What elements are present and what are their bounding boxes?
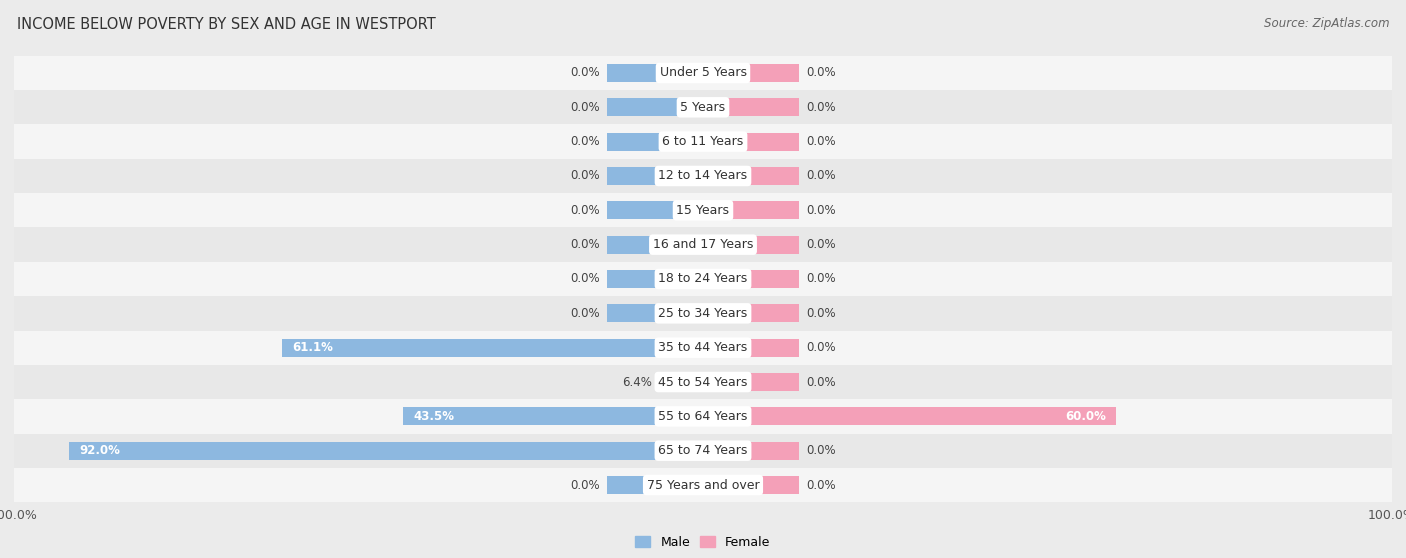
Bar bbox=[606, 167, 703, 185]
Text: 0.0%: 0.0% bbox=[569, 204, 599, 217]
Text: 0.0%: 0.0% bbox=[569, 170, 599, 182]
Bar bbox=[606, 133, 703, 151]
Text: 18 to 24 Years: 18 to 24 Years bbox=[658, 272, 748, 286]
Text: 0.0%: 0.0% bbox=[807, 66, 837, 79]
Text: INCOME BELOW POVERTY BY SEX AND AGE IN WESTPORT: INCOME BELOW POVERTY BY SEX AND AGE IN W… bbox=[17, 17, 436, 32]
Bar bbox=[703, 476, 800, 494]
Bar bbox=[14, 468, 1392, 502]
Text: 0.0%: 0.0% bbox=[807, 238, 837, 251]
Text: 15 Years: 15 Years bbox=[676, 204, 730, 217]
Text: 25 to 34 Years: 25 to 34 Years bbox=[658, 307, 748, 320]
Bar bbox=[703, 305, 800, 323]
Bar bbox=[606, 64, 703, 82]
Bar bbox=[14, 434, 1392, 468]
Text: 6.4%: 6.4% bbox=[621, 376, 652, 388]
Bar bbox=[14, 296, 1392, 330]
Text: 0.0%: 0.0% bbox=[807, 376, 837, 388]
Bar bbox=[14, 159, 1392, 193]
Text: 0.0%: 0.0% bbox=[569, 135, 599, 148]
Bar bbox=[14, 365, 1392, 399]
Bar bbox=[14, 262, 1392, 296]
Text: 61.1%: 61.1% bbox=[292, 341, 333, 354]
Text: 0.0%: 0.0% bbox=[569, 272, 599, 286]
Text: 0.0%: 0.0% bbox=[807, 170, 837, 182]
Text: 6 to 11 Years: 6 to 11 Years bbox=[662, 135, 744, 148]
Bar bbox=[703, 98, 800, 116]
Text: 5 Years: 5 Years bbox=[681, 101, 725, 114]
Bar bbox=[703, 339, 800, 357]
Text: 0.0%: 0.0% bbox=[569, 101, 599, 114]
Text: 0.0%: 0.0% bbox=[569, 479, 599, 492]
Bar bbox=[14, 56, 1392, 90]
Text: 0.0%: 0.0% bbox=[807, 479, 837, 492]
Bar bbox=[606, 235, 703, 253]
Text: 35 to 44 Years: 35 to 44 Years bbox=[658, 341, 748, 354]
Bar bbox=[283, 339, 703, 357]
Legend: Male, Female: Male, Female bbox=[630, 531, 776, 554]
Bar bbox=[703, 133, 800, 151]
Bar bbox=[14, 90, 1392, 124]
Bar bbox=[606, 98, 703, 116]
Bar bbox=[606, 270, 703, 288]
Text: 0.0%: 0.0% bbox=[807, 341, 837, 354]
Text: 75 Years and over: 75 Years and over bbox=[647, 479, 759, 492]
Bar bbox=[606, 476, 703, 494]
Bar bbox=[14, 193, 1392, 228]
Text: 12 to 14 Years: 12 to 14 Years bbox=[658, 170, 748, 182]
Text: 0.0%: 0.0% bbox=[569, 66, 599, 79]
Bar bbox=[14, 330, 1392, 365]
Bar bbox=[606, 201, 703, 219]
Text: 55 to 64 Years: 55 to 64 Years bbox=[658, 410, 748, 423]
Bar bbox=[703, 235, 800, 253]
Text: 0.0%: 0.0% bbox=[569, 238, 599, 251]
Bar bbox=[703, 270, 800, 288]
Bar bbox=[14, 399, 1392, 434]
Bar bbox=[703, 64, 800, 82]
Text: 92.0%: 92.0% bbox=[80, 444, 121, 457]
Text: Source: ZipAtlas.com: Source: ZipAtlas.com bbox=[1264, 17, 1389, 30]
Text: 43.5%: 43.5% bbox=[413, 410, 454, 423]
Text: 0.0%: 0.0% bbox=[807, 135, 837, 148]
Text: 45 to 54 Years: 45 to 54 Years bbox=[658, 376, 748, 388]
Bar bbox=[659, 373, 703, 391]
Text: 65 to 74 Years: 65 to 74 Years bbox=[658, 444, 748, 457]
Bar bbox=[703, 167, 800, 185]
Text: 0.0%: 0.0% bbox=[807, 204, 837, 217]
Text: 60.0%: 60.0% bbox=[1066, 410, 1107, 423]
Bar bbox=[404, 407, 703, 425]
Text: 0.0%: 0.0% bbox=[807, 272, 837, 286]
Bar bbox=[606, 305, 703, 323]
Text: 0.0%: 0.0% bbox=[807, 101, 837, 114]
Bar bbox=[703, 407, 1116, 425]
Text: Under 5 Years: Under 5 Years bbox=[659, 66, 747, 79]
Bar bbox=[703, 442, 800, 460]
Bar bbox=[14, 124, 1392, 159]
Bar bbox=[703, 201, 800, 219]
Text: 0.0%: 0.0% bbox=[569, 307, 599, 320]
Bar bbox=[69, 442, 703, 460]
Bar bbox=[14, 228, 1392, 262]
Text: 16 and 17 Years: 16 and 17 Years bbox=[652, 238, 754, 251]
Text: 0.0%: 0.0% bbox=[807, 444, 837, 457]
Text: 0.0%: 0.0% bbox=[807, 307, 837, 320]
Bar bbox=[703, 373, 800, 391]
